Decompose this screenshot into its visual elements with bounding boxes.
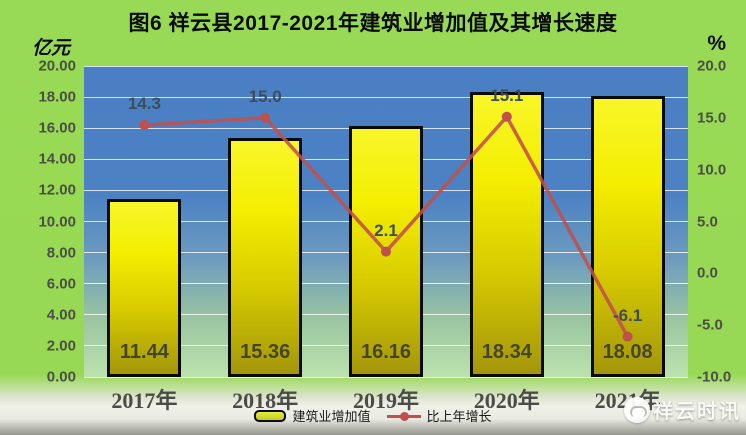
line-point-label: 15.0 [248,86,282,106]
y-tick-right: 15.0 [697,109,727,127]
watermark-text: 祥云时讯 [653,401,741,423]
y-tick-left: 4.00 [46,306,76,324]
y-tick-left: 16.00 [38,119,76,137]
y-tick-left: 14.00 [38,150,76,168]
line-point-label: 2.1 [374,220,398,240]
category-label: 2017年 [111,388,178,413]
bar-value-label: 11.44 [119,341,169,363]
chart-title: 图6 祥云县2017-2021年建筑业增加值及其增长速度 [128,12,618,35]
y-tick-right: 20.0 [697,57,727,75]
y-tick-right: 5.0 [697,213,718,230]
y-tick-left: 0.00 [46,368,76,386]
bar-2020年: 18.34 [469,91,544,377]
y-tick-right: 10.0 [697,161,727,179]
y-tick-right: -5.0 [697,316,723,334]
y-tick-left: 20.00 [38,57,76,75]
plot-area: 11.44 15.36 16.16 18.34 18.08 14.3 15.0 2.1 15.… [84,65,688,378]
gridline [84,65,688,67]
bar-value-label: 15.36 [240,341,291,363]
category-label: 2018年 [232,388,299,413]
y-tick-right: -10.0 [697,368,732,386]
watermark-logo-icon [624,396,650,423]
left-axis-unit-label: 亿元 [32,38,71,59]
line-series [139,111,633,342]
line-point [501,111,512,122]
y-tick-left: 10.00 [38,213,76,230]
line-point-label: 14.3 [127,94,161,114]
watermark: 祥云时讯 [624,395,741,424]
y-tick-left: 12.00 [38,181,76,199]
y-tick-right: 0.0 [697,264,718,282]
legend: 建筑业增加值 比上年增长 [0,406,746,425]
gridline [84,376,688,378]
line-point [622,331,633,342]
bar-2018年: 15.36 [228,138,303,377]
y-tick-left: 8.00 [46,244,76,262]
legend-bar-label: 建筑业增加值 [292,409,371,424]
bar-value-label: 18.34 [481,341,532,363]
y-tick-left: 18.00 [38,88,76,106]
bar-2017年: 11.44 [107,199,182,377]
line-point [260,112,271,123]
legend-line-label: 比上年增长 [426,409,492,424]
category-label: 2020年 [473,388,540,413]
legend-bar-swatch-icon [254,409,287,422]
y-tick-left: 2.00 [46,337,76,355]
category-label: 2019年 [352,388,419,413]
line-point [381,246,391,257]
legend-line-marker-icon [386,410,421,422]
bar-value-label: 16.16 [360,341,412,363]
y-tick-left: 6.00 [46,275,76,293]
bar-2019年: 16.16 [349,125,423,377]
line-point-label: -6.1 [612,305,643,325]
right-axis-unit-label: % [707,32,726,55]
line-point [139,120,150,131]
gridline [84,96,688,98]
line-point-label: 15.1 [490,85,524,105]
bar-2021年: 18.08 [590,95,665,377]
bar-value-label: 18.08 [602,341,653,363]
